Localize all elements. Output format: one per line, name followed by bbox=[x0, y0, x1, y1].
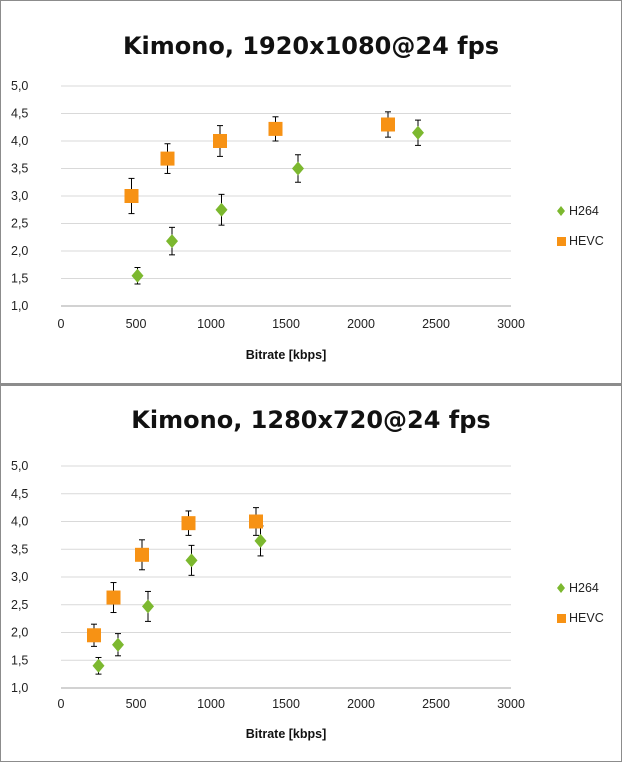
x-tick-label: 1500 bbox=[272, 697, 300, 711]
y-tick-label: 4,0 bbox=[11, 515, 28, 529]
chart-720p: Kimono, 1280x720@24 fps 1,0 1,5 2,0 2,5 3,0 3,… bbox=[11, 406, 604, 741]
data-point-diamond bbox=[166, 234, 178, 249]
data-point-square bbox=[124, 189, 139, 203]
data-point-square bbox=[87, 628, 101, 643]
data-point-square bbox=[106, 590, 121, 605]
data-point-diamond bbox=[254, 533, 267, 548]
x-tick-label: 500 bbox=[126, 317, 147, 331]
series-hevc bbox=[87, 507, 263, 647]
y-tick-label: 3,0 bbox=[11, 189, 28, 203]
x-tick-label: 500 bbox=[126, 697, 147, 711]
y-tick-label: 3,5 bbox=[11, 542, 28, 556]
series-h264 bbox=[92, 525, 267, 675]
legend-marker-h264 bbox=[557, 583, 565, 593]
legend-marker-hevc bbox=[557, 237, 566, 246]
x-tick-label: 2500 bbox=[422, 697, 450, 711]
y-tick-label: 1,5 bbox=[11, 653, 28, 667]
y-tick-label: 4,0 bbox=[11, 134, 28, 148]
x-tick-label: 1000 bbox=[197, 317, 225, 331]
y-tick-label: 1,0 bbox=[11, 681, 28, 695]
data-point-square bbox=[135, 547, 149, 562]
x-tick-label: 2000 bbox=[347, 697, 375, 711]
data-point-diamond bbox=[92, 658, 105, 673]
x-tick-label: 1500 bbox=[272, 317, 300, 331]
data-point-diamond bbox=[292, 161, 304, 176]
y-tick-label: 2,5 bbox=[11, 598, 28, 612]
legend-label-hevc: HEVC bbox=[569, 611, 604, 625]
legend-marker-hevc bbox=[557, 614, 566, 623]
data-point-diamond bbox=[412, 125, 424, 140]
x-tick-label: 3000 bbox=[497, 317, 525, 331]
data-point-diamond bbox=[112, 637, 124, 652]
series-h264 bbox=[131, 119, 424, 285]
data-point-diamond bbox=[215, 202, 228, 217]
legend-marker-h264 bbox=[557, 206, 565, 216]
data-point-square bbox=[213, 134, 227, 148]
x-tick-label: 1000 bbox=[197, 697, 225, 711]
data-point-diamond bbox=[185, 553, 198, 568]
legend-label-h264: H264 bbox=[569, 581, 599, 595]
y-tick-label: 1,5 bbox=[11, 272, 28, 286]
x-tick-label: 2500 bbox=[422, 317, 450, 331]
y-tick-label: 3,5 bbox=[11, 162, 28, 176]
data-point-diamond bbox=[131, 268, 144, 283]
chart-panel-720p: Kimono, 1280x720@24 fps 1,0 1,5 2,0 2,5 3,0 3,… bbox=[0, 384, 622, 762]
y-tick-label: 3,0 bbox=[11, 570, 28, 584]
data-point-diamond bbox=[142, 599, 154, 614]
legend-label-hevc: HEVC bbox=[569, 234, 604, 248]
x-tick-label: 3000 bbox=[497, 697, 525, 711]
y-tick-label: 5,0 bbox=[11, 79, 28, 93]
x-tick-label: 2000 bbox=[347, 317, 375, 331]
x-tick-label: 0 bbox=[58, 317, 65, 331]
chart-title: Kimono, 1280x720@24 fps bbox=[131, 406, 490, 434]
y-tick-label: 2,0 bbox=[11, 626, 28, 640]
x-axis-label: Bitrate [kbps] bbox=[246, 727, 327, 741]
data-point-square bbox=[160, 151, 175, 166]
data-point-square bbox=[268, 121, 283, 136]
y-tick-label: 4,5 bbox=[11, 107, 28, 121]
y-tick-label: 1,0 bbox=[11, 299, 28, 313]
chart-title: Kimono, 1920x1080@24 fps bbox=[123, 32, 499, 60]
y-tick-label: 5,0 bbox=[11, 459, 28, 473]
y-tick-label: 4,5 bbox=[11, 487, 28, 501]
data-point-square bbox=[181, 516, 196, 531]
data-point-square bbox=[381, 117, 395, 132]
chart-1080p: Kimono, 1920x1080@24 fps 1,0 1,5 2,0 2,5 3,0 3… bbox=[11, 32, 604, 362]
x-tick-label: 0 bbox=[58, 697, 65, 711]
data-point-square bbox=[249, 514, 263, 529]
series-hevc bbox=[124, 111, 395, 215]
legend-label-h264: H264 bbox=[569, 204, 599, 218]
x-axis-label: Bitrate [kbps] bbox=[246, 348, 327, 362]
chart-panel-1080p: Kimono, 1920x1080@24 fps 1,0 1,5 2,0 2,5 3,0 3… bbox=[0, 0, 622, 384]
y-tick-label: 2,0 bbox=[11, 244, 28, 258]
y-tick-label: 2,5 bbox=[11, 217, 28, 231]
